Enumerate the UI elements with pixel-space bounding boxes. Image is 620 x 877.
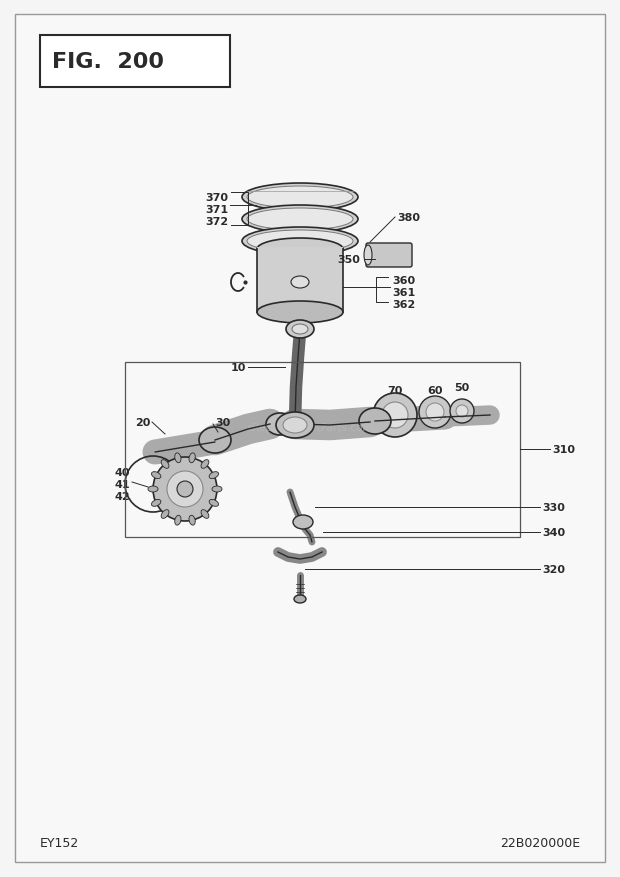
- Ellipse shape: [291, 276, 309, 289]
- Ellipse shape: [161, 510, 169, 519]
- Ellipse shape: [293, 516, 313, 530]
- Ellipse shape: [242, 184, 358, 211]
- Circle shape: [153, 458, 217, 522]
- Ellipse shape: [292, 324, 308, 335]
- Bar: [257, 247, 343, 312]
- Ellipse shape: [189, 453, 195, 463]
- Text: 370: 370: [205, 193, 228, 203]
- Ellipse shape: [212, 487, 222, 493]
- Ellipse shape: [247, 231, 353, 253]
- Circle shape: [450, 400, 474, 424]
- Ellipse shape: [266, 414, 294, 436]
- Ellipse shape: [175, 516, 181, 525]
- Text: 360: 360: [392, 275, 415, 286]
- Ellipse shape: [148, 487, 158, 493]
- Text: 371: 371: [205, 204, 228, 215]
- Text: 22B020000E: 22B020000E: [500, 836, 580, 849]
- Text: 42: 42: [114, 491, 130, 502]
- Bar: [40, 36, 230, 88]
- Circle shape: [177, 481, 193, 497]
- Text: 350: 350: [337, 254, 360, 265]
- Circle shape: [426, 403, 444, 422]
- Text: 30: 30: [215, 417, 230, 427]
- Text: 10: 10: [231, 362, 246, 373]
- Circle shape: [167, 472, 203, 508]
- Ellipse shape: [247, 187, 353, 209]
- Ellipse shape: [276, 412, 314, 438]
- Ellipse shape: [209, 500, 218, 507]
- Text: 372: 372: [205, 217, 228, 227]
- Text: FIG.  200: FIG. 200: [52, 52, 164, 72]
- Ellipse shape: [201, 510, 209, 519]
- Ellipse shape: [364, 246, 372, 266]
- Bar: [125, 362, 520, 538]
- Ellipse shape: [247, 209, 353, 231]
- Ellipse shape: [209, 472, 218, 479]
- Ellipse shape: [199, 427, 231, 453]
- Ellipse shape: [201, 460, 209, 469]
- Text: 40: 40: [115, 467, 130, 477]
- Ellipse shape: [161, 460, 169, 469]
- Ellipse shape: [359, 409, 391, 434]
- Ellipse shape: [294, 595, 306, 603]
- Ellipse shape: [257, 302, 343, 324]
- Ellipse shape: [242, 206, 358, 234]
- Circle shape: [373, 394, 417, 438]
- Ellipse shape: [257, 239, 343, 260]
- Text: 60: 60: [427, 386, 443, 396]
- Ellipse shape: [242, 228, 358, 256]
- Text: EY152: EY152: [40, 836, 79, 849]
- Text: 70: 70: [388, 386, 402, 396]
- Ellipse shape: [286, 321, 314, 339]
- Text: 330: 330: [542, 503, 565, 512]
- Circle shape: [382, 403, 408, 429]
- Text: 310: 310: [552, 445, 575, 454]
- Text: 320: 320: [542, 565, 565, 574]
- Text: 41: 41: [114, 480, 130, 489]
- Text: 380: 380: [397, 213, 420, 223]
- Circle shape: [419, 396, 451, 429]
- Ellipse shape: [151, 472, 161, 479]
- Ellipse shape: [283, 417, 307, 433]
- Text: eReplacementParts.com: eReplacementParts.com: [247, 423, 373, 432]
- Ellipse shape: [189, 516, 195, 525]
- Ellipse shape: [151, 500, 161, 507]
- Circle shape: [456, 405, 468, 417]
- FancyBboxPatch shape: [366, 244, 412, 267]
- Text: 362: 362: [392, 300, 415, 310]
- Ellipse shape: [175, 453, 181, 463]
- Text: 340: 340: [542, 527, 565, 538]
- Text: 20: 20: [135, 417, 150, 427]
- Text: 50: 50: [454, 382, 469, 393]
- Text: 361: 361: [392, 288, 415, 297]
